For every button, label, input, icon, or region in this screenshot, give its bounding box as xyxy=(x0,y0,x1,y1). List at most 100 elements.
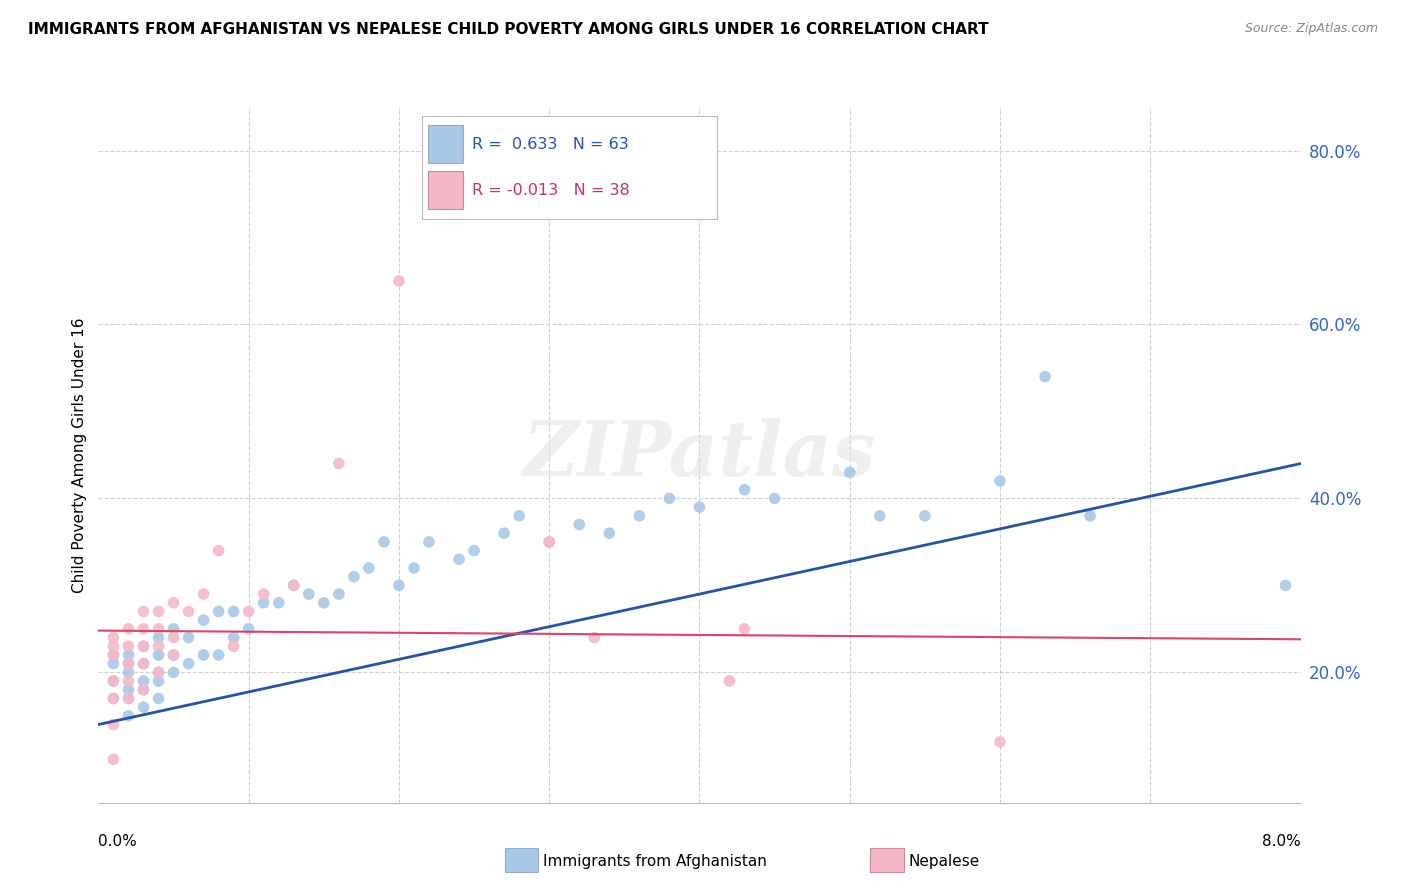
Point xyxy=(688,500,710,514)
Point xyxy=(117,622,139,636)
Point xyxy=(763,491,786,506)
Point xyxy=(388,578,411,592)
Point xyxy=(312,596,335,610)
Point xyxy=(222,639,245,653)
Point xyxy=(193,613,215,627)
Point xyxy=(583,631,606,645)
Text: IMMIGRANTS FROM AFGHANISTAN VS NEPALESE CHILD POVERTY AMONG GIRLS UNDER 16 CORRE: IMMIGRANTS FROM AFGHANISTAN VS NEPALESE … xyxy=(28,22,988,37)
Point xyxy=(148,639,170,653)
Point xyxy=(117,708,139,723)
Point xyxy=(253,587,276,601)
Point xyxy=(162,596,184,610)
Point xyxy=(222,631,245,645)
Point xyxy=(568,517,591,532)
Point xyxy=(238,622,260,636)
Point xyxy=(148,622,170,636)
Point xyxy=(402,561,425,575)
Point xyxy=(463,543,485,558)
Point xyxy=(103,639,125,653)
Point xyxy=(447,552,470,566)
Point xyxy=(117,691,139,706)
Point xyxy=(418,534,440,549)
Point xyxy=(914,508,936,523)
Point xyxy=(117,674,139,689)
Point xyxy=(162,631,184,645)
Point xyxy=(508,508,530,523)
Point xyxy=(283,578,305,592)
Point xyxy=(117,657,139,671)
Point xyxy=(538,534,561,549)
Text: 8.0%: 8.0% xyxy=(1261,834,1301,849)
Point xyxy=(117,665,139,680)
Point xyxy=(208,543,231,558)
Point xyxy=(132,700,155,714)
Point xyxy=(177,605,200,619)
Point xyxy=(148,631,170,645)
Point xyxy=(162,622,184,636)
Point xyxy=(162,665,184,680)
Point xyxy=(357,561,380,575)
Point xyxy=(193,648,215,662)
Point xyxy=(208,648,231,662)
Point xyxy=(838,466,860,480)
Y-axis label: Child Poverty Among Girls Under 16: Child Poverty Among Girls Under 16 xyxy=(72,318,87,592)
Point xyxy=(208,605,231,619)
Point xyxy=(177,631,200,645)
Point xyxy=(988,735,1011,749)
Point xyxy=(193,587,215,601)
Point xyxy=(132,622,155,636)
Point xyxy=(162,648,184,662)
Text: 0.0%: 0.0% xyxy=(98,834,138,849)
Point xyxy=(103,691,125,706)
Text: R =  0.633   N = 63: R = 0.633 N = 63 xyxy=(472,136,628,152)
Point xyxy=(373,534,395,549)
Point xyxy=(117,691,139,706)
FancyBboxPatch shape xyxy=(427,171,463,210)
Point xyxy=(253,596,276,610)
Point xyxy=(132,639,155,653)
Point xyxy=(103,631,125,645)
Point xyxy=(117,657,139,671)
Point xyxy=(103,648,125,662)
Point xyxy=(388,274,411,288)
Point xyxy=(1033,369,1056,384)
Point xyxy=(103,691,125,706)
Point xyxy=(267,596,290,610)
Text: Immigrants from Afghanistan: Immigrants from Afghanistan xyxy=(543,855,766,869)
Point xyxy=(117,682,139,697)
Point xyxy=(103,752,125,766)
Point xyxy=(132,657,155,671)
Point xyxy=(734,622,756,636)
Point xyxy=(1274,578,1296,592)
Point xyxy=(538,534,561,549)
Point xyxy=(238,605,260,619)
Point xyxy=(1078,508,1101,523)
Point xyxy=(718,674,741,689)
Point xyxy=(103,674,125,689)
Point xyxy=(162,648,184,662)
Point xyxy=(132,605,155,619)
Text: Nepalese: Nepalese xyxy=(908,855,980,869)
Point xyxy=(148,665,170,680)
Point xyxy=(628,508,651,523)
Point xyxy=(222,605,245,619)
Point xyxy=(132,682,155,697)
Point xyxy=(103,657,125,671)
Point xyxy=(103,674,125,689)
Point xyxy=(343,570,366,584)
Point xyxy=(117,648,139,662)
Point xyxy=(117,639,139,653)
Point xyxy=(132,639,155,653)
Point xyxy=(148,605,170,619)
Point xyxy=(148,648,170,662)
FancyBboxPatch shape xyxy=(427,125,463,163)
Point xyxy=(148,665,170,680)
Point xyxy=(598,526,620,541)
Point xyxy=(328,587,350,601)
Point xyxy=(148,674,170,689)
Text: R = -0.013   N = 38: R = -0.013 N = 38 xyxy=(472,183,630,198)
Point xyxy=(869,508,891,523)
Point xyxy=(132,674,155,689)
Point xyxy=(298,587,321,601)
Point xyxy=(658,491,681,506)
